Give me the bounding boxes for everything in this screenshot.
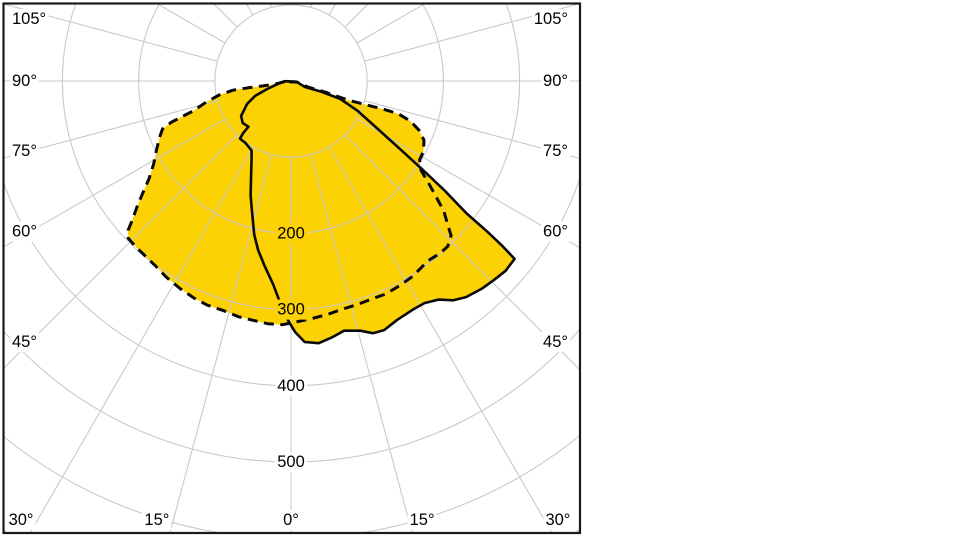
angle-label-bottom-left-30-bg <box>6 510 36 530</box>
plot-border <box>2 2 582 535</box>
angle-label-right-45-bg <box>541 332 570 352</box>
grid-spoke-345 <box>169 154 272 533</box>
angle-label-left-75: 75° <box>12 142 37 160</box>
radial-label-400: 400 <box>277 377 305 395</box>
radial-label-200-bg <box>275 223 307 244</box>
angle-label-bottom-right-30: 30° <box>545 511 570 529</box>
grid-spoke-30 <box>328 146 553 533</box>
grid-spoke-300 <box>3 118 226 248</box>
angle-label-left-90: 90° <box>12 72 37 90</box>
angle-label-left-60: 60° <box>12 223 37 241</box>
angle-label-right-90: 90° <box>543 72 568 90</box>
angle-label-bottom-right-30-bg <box>543 510 573 530</box>
dashed-curve <box>126 80 453 327</box>
radial-label-300: 300 <box>277 301 305 319</box>
angle-label-right-105: 105° <box>534 10 568 28</box>
angle-label-bottom-0: 0° <box>283 511 299 529</box>
grid-spoke-330 <box>29 146 254 533</box>
angle-label-right-90-bg <box>541 71 570 91</box>
radial-label-200: 200 <box>277 224 305 242</box>
angle-label-left-60-bg <box>10 221 39 242</box>
grid-spoke-45 <box>344 134 580 371</box>
radial-label-500: 500 <box>277 453 305 471</box>
radial-label-400-bg <box>275 375 307 396</box>
grid-spoke-255 <box>3 3 218 62</box>
grid-spoke-315 <box>3 134 238 370</box>
angle-label-right-60-bg <box>541 221 570 242</box>
angle-label-bottom-right-15: 15° <box>410 511 435 529</box>
angle-label-right-75-bg <box>541 140 570 161</box>
grid-spoke-60 <box>356 118 580 249</box>
angle-label-right-75: 75° <box>543 142 568 160</box>
angle-label-bottom-right-15-bg <box>407 510 437 530</box>
angle-label-left-75-bg <box>10 140 39 161</box>
angle-label-left-45: 45° <box>12 333 37 351</box>
angle-label-left-45-bg <box>10 332 39 352</box>
angle-label-left-105: 105° <box>12 10 46 28</box>
angle-label-right-60: 60° <box>543 223 568 241</box>
angle-label-bottom-left-15-bg <box>142 510 172 530</box>
dashed-curve-fill <box>128 81 452 325</box>
angle-label-bottom-left-30: 30° <box>9 511 34 529</box>
solid-curve <box>238 79 516 345</box>
angle-label-right-105-bg <box>531 9 570 29</box>
angle-label-left-90-bg <box>10 71 39 91</box>
angle-label-bottom-0-bg <box>281 510 301 530</box>
radial-label-500-bg <box>275 452 307 472</box>
angle-label-left-105-bg <box>10 9 49 29</box>
grid-spoke-285 <box>3 100 218 159</box>
radial-label-300-bg <box>275 299 307 320</box>
angle-label-right-45: 45° <box>543 333 568 351</box>
angle-label-bottom-left-15: 15° <box>144 511 169 529</box>
grid-spoke-105 <box>364 3 580 62</box>
grid-spoke-75 <box>364 100 580 160</box>
